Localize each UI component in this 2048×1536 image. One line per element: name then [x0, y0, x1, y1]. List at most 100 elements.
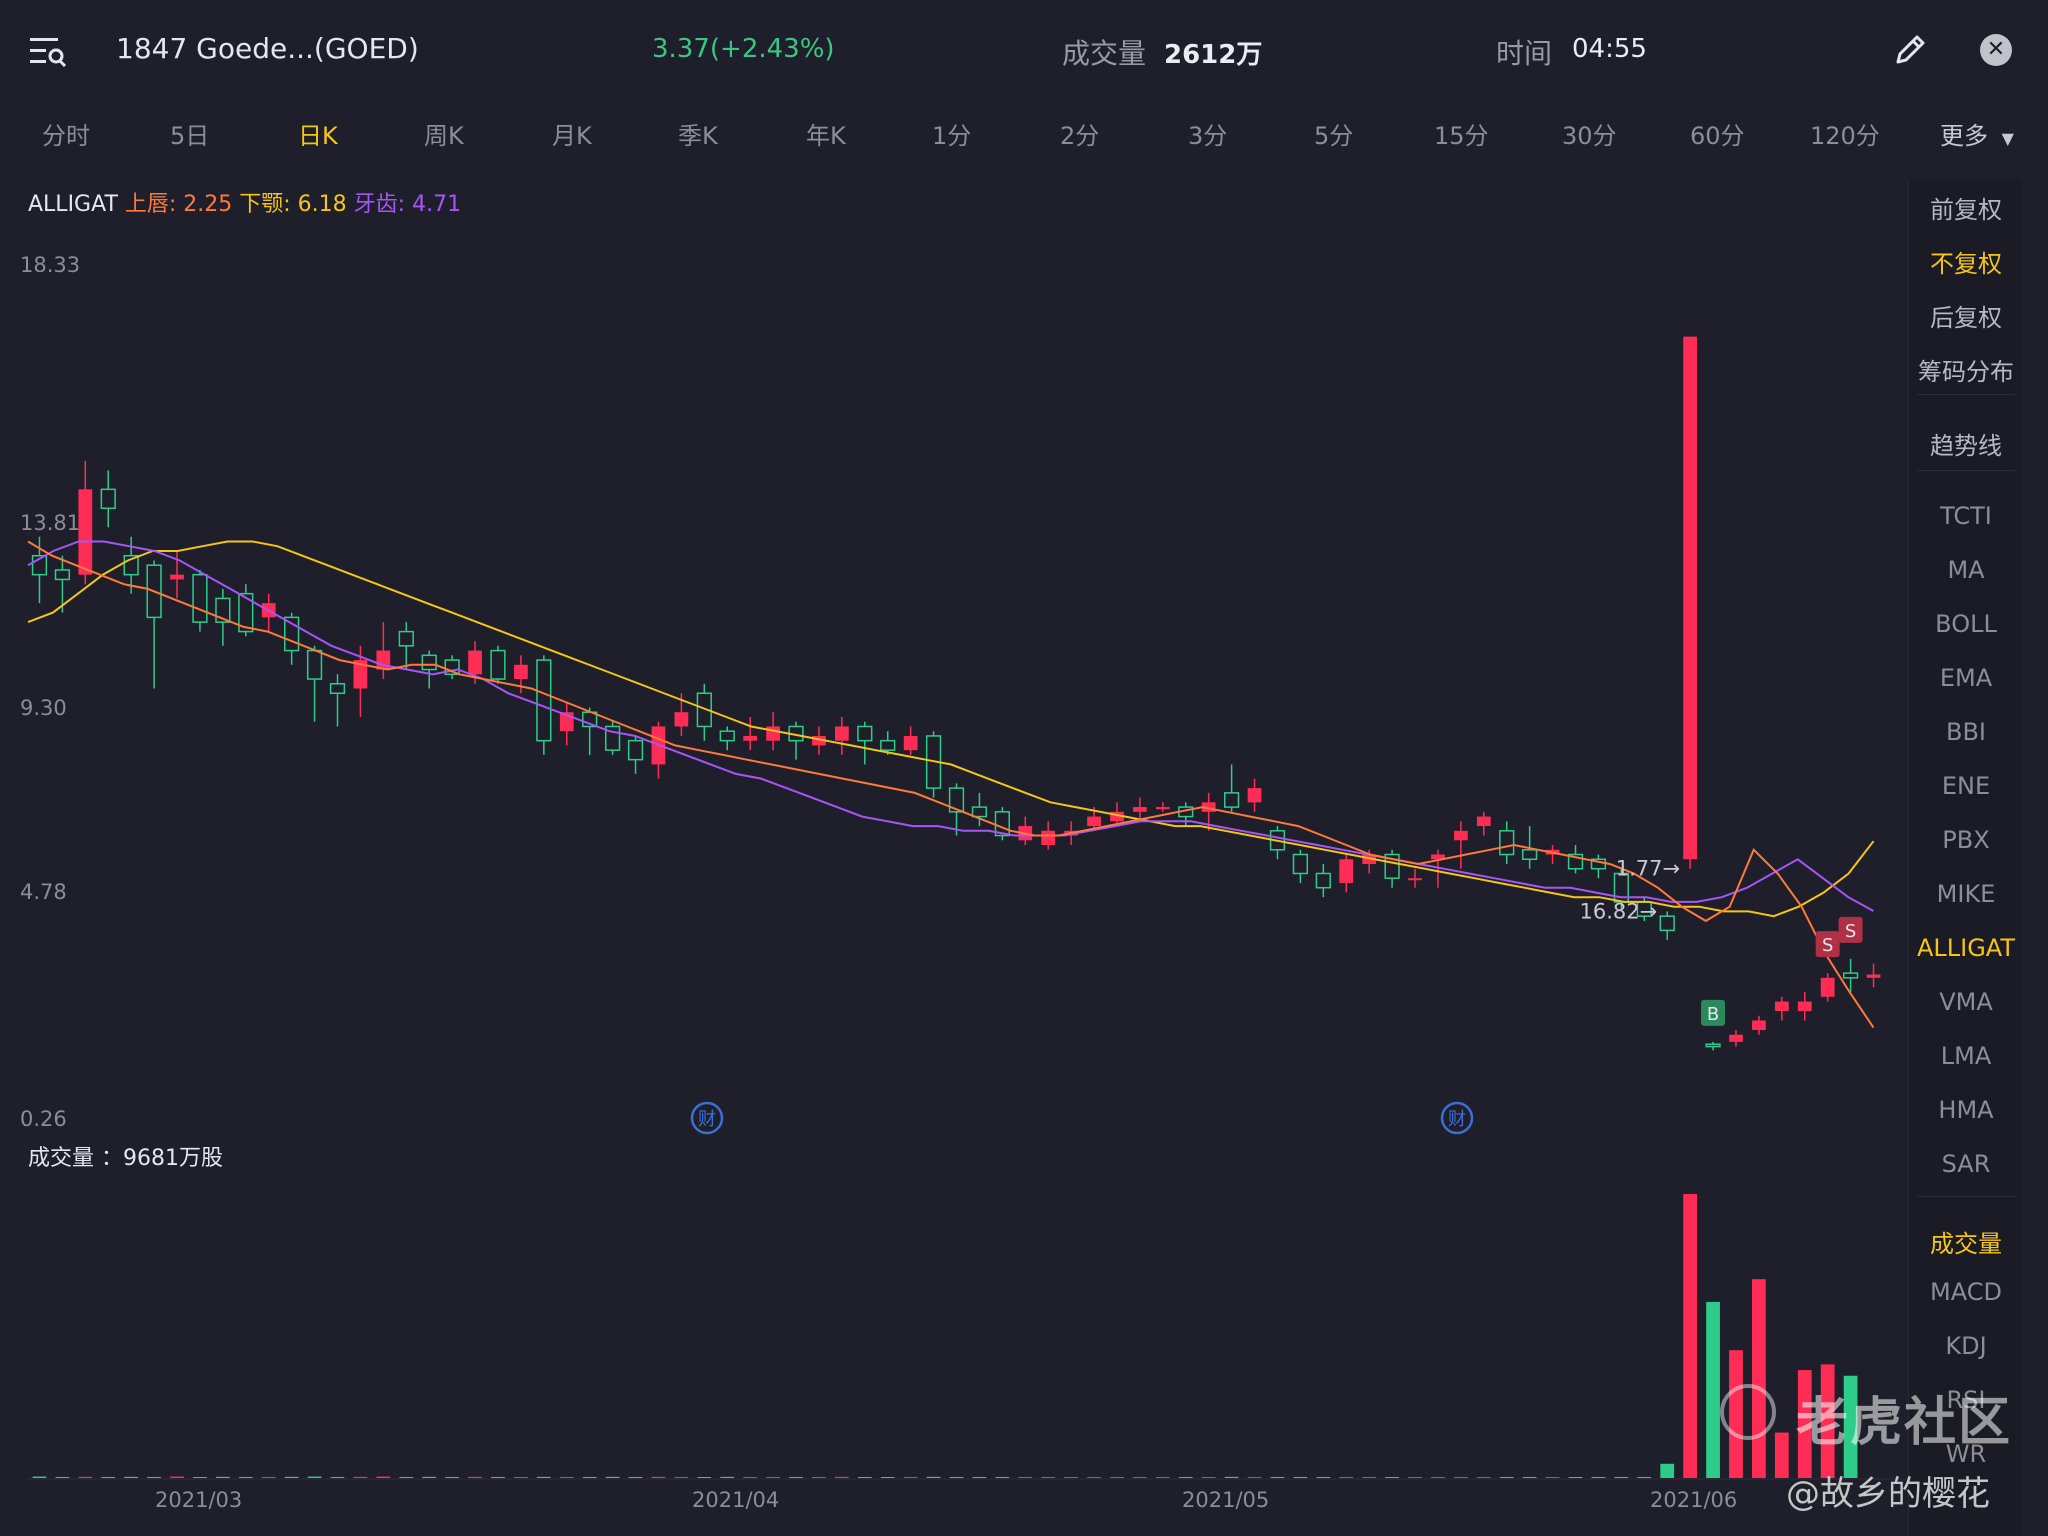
- tab-30min[interactable]: 30分: [1562, 122, 1617, 150]
- candle-body[interactable]: [1797, 1001, 1812, 1012]
- candle-body[interactable]: [1820, 977, 1835, 997]
- candle-body[interactable]: [1774, 1001, 1789, 1012]
- candle-body[interactable]: [468, 650, 482, 675]
- candle-body[interactable]: [1842, 972, 1859, 979]
- candle-body[interactable]: [834, 726, 849, 741]
- candle-body[interactable]: [719, 730, 735, 742]
- candle-body[interactable]: [1292, 853, 1309, 875]
- sidebar-item-ema[interactable]: EMA: [1939, 664, 1993, 692]
- candle-body[interactable]: [674, 712, 689, 727]
- sidebar-item-hma[interactable]: HMA: [1938, 1096, 1994, 1124]
- stock-symbol[interactable]: 1847 Goede...(GOED): [116, 32, 419, 65]
- candle-body[interactable]: [812, 735, 826, 746]
- candle-body[interactable]: [1522, 849, 1538, 861]
- candle-body[interactable]: [1408, 878, 1422, 881]
- candle-body[interactable]: [1476, 816, 1491, 827]
- sidebar-item-trendline[interactable]: 趋势线: [1930, 432, 2002, 460]
- sidebar-item-bbi[interactable]: BBI: [1945, 718, 1986, 746]
- sidebar-item-boll[interactable]: BOLL: [1935, 610, 1997, 638]
- tab-120min[interactable]: 120分: [1810, 122, 1880, 150]
- tab-yearly-k[interactable]: 年K: [806, 122, 846, 150]
- tab-60min[interactable]: 60分: [1690, 122, 1745, 150]
- candle-body[interactable]: [971, 806, 988, 818]
- candle-body[interactable]: [1453, 830, 1468, 841]
- candle-body[interactable]: [1201, 802, 1216, 812]
- sell-marker[interactable]: [1838, 916, 1863, 943]
- candle-body[interactable]: [54, 569, 71, 581]
- candle-body[interactable]: [1705, 1043, 1721, 1048]
- sidebar-item-macd[interactable]: MACD: [1930, 1278, 2002, 1306]
- sidebar-item-no-adjust[interactable]: 不复权: [1930, 250, 2002, 278]
- candle-body[interactable]: [1431, 854, 1445, 860]
- candle-body[interactable]: [1729, 1034, 1743, 1042]
- candle-body[interactable]: [1133, 807, 1147, 812]
- tab-monthly-k[interactable]: 月K: [552, 122, 592, 150]
- candle-body[interactable]: [329, 683, 346, 695]
- candle-body[interactable]: [306, 649, 323, 680]
- sidebar-item-pbx[interactable]: PBX: [1942, 826, 1990, 854]
- sidebar-item-volume[interactable]: 成交量: [1930, 1230, 2002, 1258]
- tab-quarterly-k[interactable]: 季K: [678, 122, 718, 150]
- sidebar-item-ene[interactable]: ENE: [1941, 772, 1991, 800]
- tab-weekly-k[interactable]: 周K: [424, 122, 464, 150]
- candle-body[interactable]: [1362, 854, 1377, 864]
- tab-daily-k[interactable]: 日K: [298, 122, 338, 150]
- sidebar-item-kdj[interactable]: KDJ: [1945, 1332, 1987, 1360]
- sidebar-item-ma[interactable]: MA: [1947, 556, 1985, 584]
- search-menu-icon[interactable]: [28, 32, 68, 72]
- pencil-icon[interactable]: [1890, 30, 1930, 70]
- candle-body[interactable]: [215, 597, 231, 623]
- tab-more[interactable]: 更多 ▼: [1940, 116, 2014, 151]
- candle-body[interactable]: [766, 726, 780, 741]
- candle-body[interactable]: [353, 660, 368, 689]
- sidebar-item-wr[interactable]: WR: [1945, 1440, 1987, 1468]
- sidebar-item-sar[interactable]: SAR: [1941, 1150, 1991, 1178]
- candle-body[interactable]: [880, 739, 896, 751]
- candle-body[interactable]: [948, 787, 965, 813]
- candle-body[interactable]: [903, 735, 918, 751]
- sidebar-item-rsi[interactable]: RSI: [1946, 1386, 1986, 1414]
- candle-body[interactable]: [696, 692, 712, 728]
- candle-body[interactable]: [1110, 811, 1124, 822]
- close-icon[interactable]: ✕: [1980, 34, 2012, 66]
- candle-body[interactable]: [743, 735, 758, 741]
- tab-1min[interactable]: 1分: [932, 122, 972, 150]
- candle-body[interactable]: [627, 739, 644, 761]
- candle-body[interactable]: [1683, 336, 1698, 860]
- earnings-icon[interactable]: 财: [690, 1101, 724, 1135]
- sidebar-item-mike[interactable]: MIKE: [1936, 880, 1996, 908]
- sell-marker[interactable]: [1815, 931, 1840, 958]
- tab-3min[interactable]: 3分: [1188, 122, 1228, 150]
- candle-body[interactable]: [536, 659, 552, 742]
- candle-body[interactable]: [421, 654, 437, 671]
- candle-body[interactable]: [1041, 830, 1056, 846]
- buy-marker[interactable]: [1701, 999, 1726, 1026]
- candle-body[interactable]: [78, 489, 93, 575]
- candle-body[interactable]: [1315, 872, 1331, 889]
- candle-body[interactable]: [398, 630, 414, 647]
- candle-body[interactable]: [1752, 1020, 1766, 1030]
- candle-body[interactable]: [170, 574, 184, 580]
- candle-body[interactable]: [238, 592, 254, 633]
- sidebar-item-alligat[interactable]: ALLIGAT: [1916, 934, 2016, 962]
- candle-body[interactable]: [1659, 915, 1675, 932]
- candle-body[interactable]: [514, 664, 528, 680]
- sidebar-item-lma[interactable]: LMA: [1940, 1042, 1992, 1070]
- candle-body[interactable]: [1339, 859, 1354, 883]
- tab-intraday[interactable]: 分时: [42, 122, 90, 150]
- candle-body[interactable]: [857, 725, 873, 742]
- candle-body[interactable]: [1247, 788, 1262, 803]
- candle-body[interactable]: [1866, 974, 1881, 978]
- candlestick-chart[interactable]: 16.82→ 1.77→ B SS: [0, 170, 1905, 1536]
- sidebar-item-vma[interactable]: VMA: [1939, 988, 1993, 1016]
- candle-body[interactable]: [1223, 792, 1240, 808]
- sidebar-item-backward-adjust[interactable]: 后复权: [1930, 304, 2002, 332]
- earnings-icon[interactable]: 财: [1440, 1101, 1474, 1135]
- tab-5min[interactable]: 5分: [1314, 122, 1354, 150]
- tab-5day[interactable]: 5日: [170, 122, 210, 150]
- candle-body[interactable]: [1087, 816, 1101, 827]
- sidebar-item-chip-distribution[interactable]: 筹码分布: [1918, 358, 2014, 386]
- tab-15min[interactable]: 15分: [1434, 122, 1489, 150]
- candle-body[interactable]: [100, 488, 116, 510]
- candle-body[interactable]: [1499, 830, 1515, 856]
